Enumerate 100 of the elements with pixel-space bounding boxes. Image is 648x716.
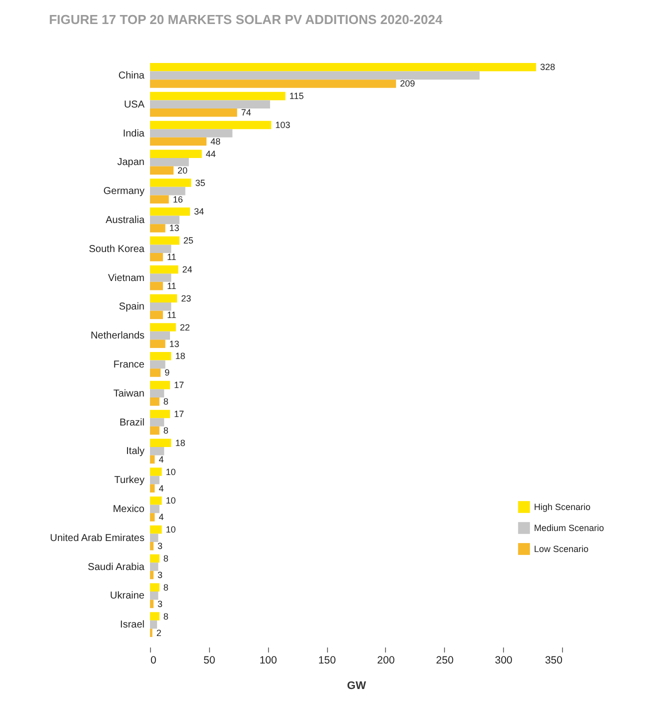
data-label: 35 [195, 178, 206, 188]
bar [150, 455, 155, 464]
data-label: 11 [166, 252, 176, 262]
y-tick-label: France [113, 359, 145, 370]
bar [150, 496, 162, 505]
data-label: 10 [166, 466, 176, 477]
data-label: 23 [181, 293, 192, 304]
bar [150, 397, 160, 406]
chart-title: FIGURE 17 TOP 20 MARKETS SOLAR PV ADDITIONS 2020-2024 [48, 12, 444, 27]
bar [150, 380, 170, 390]
bar [150, 310, 163, 320]
bar [150, 80, 396, 88]
x-tick-label: 350 [544, 654, 563, 666]
bar [150, 331, 170, 340]
bar [150, 484, 155, 492]
x-tick-label: 250 [436, 654, 454, 666]
bar [150, 368, 161, 377]
data-label: 25 [183, 236, 194, 246]
bar [150, 120, 272, 130]
bar [150, 252, 163, 262]
bar [150, 542, 154, 550]
y-tick-label: Ukraine [110, 590, 145, 602]
data-label: 2 [156, 628, 162, 638]
bar [150, 323, 176, 332]
bar [150, 137, 207, 146]
bar [150, 224, 166, 232]
bar [150, 158, 189, 166]
bar [150, 476, 160, 484]
bar [150, 389, 164, 398]
y-tick-label: India [122, 128, 145, 140]
bar [150, 71, 480, 80]
x-tick-label: 100 [259, 654, 278, 666]
data-label: 48 [210, 136, 221, 147]
data-label: 18 [175, 351, 186, 362]
y-tick-label: Vietnam [108, 272, 144, 284]
bar [150, 150, 202, 158]
data-label: 3 [158, 541, 163, 552]
legend-label: Medium Scenario [534, 523, 604, 533]
legend-label: High Scenario [534, 502, 591, 512]
data-label: 8 [163, 611, 168, 622]
data-label: 103 [275, 120, 290, 130]
data-label: 4 [158, 483, 164, 494]
bar [150, 583, 160, 592]
data-label: 20 [178, 165, 188, 176]
bar [150, 525, 162, 534]
data-label: 4 [158, 454, 164, 464]
data-label: 115 [289, 91, 304, 102]
bar [150, 410, 170, 418]
bar [150, 208, 190, 216]
y-tick-label: China [118, 70, 145, 82]
bar [150, 63, 536, 72]
bar [150, 100, 270, 108]
data-label: 16 [172, 194, 183, 204]
bar [150, 216, 180, 224]
x-tick-label: 300 [494, 654, 513, 666]
bar [150, 468, 162, 476]
x-axis-title: GW [347, 680, 367, 692]
data-label: 13 [169, 223, 180, 234]
bar [150, 340, 166, 348]
bar [150, 504, 160, 514]
y-tick-label: Saudi Arabia [88, 562, 145, 573]
bar [150, 418, 164, 426]
bar [150, 600, 154, 608]
bar [150, 166, 174, 175]
bar [150, 178, 192, 187]
bar [150, 92, 286, 100]
y-tick-label: Turkey [114, 475, 144, 486]
data-label: 328 [540, 62, 556, 72]
bar [150, 195, 169, 204]
x-tick-label: 150 [318, 654, 336, 666]
data-label: 18 [175, 438, 186, 448]
data-label: 10 [166, 524, 176, 535]
bar [150, 265, 178, 274]
bar [150, 513, 155, 522]
data-label: 74 [241, 108, 252, 118]
y-tick-label: Japan [117, 157, 144, 168]
data-label: 4 [158, 512, 164, 522]
data-label: 11 [166, 281, 176, 292]
bar [150, 534, 158, 542]
data-label: 24 [182, 264, 192, 274]
data-label: 9 [164, 368, 170, 378]
bar [150, 129, 232, 138]
bar [150, 554, 160, 563]
y-tick-label: Taiwan [113, 388, 144, 400]
y-tick-label: Israel [120, 620, 144, 631]
bar [150, 236, 180, 245]
bar [150, 302, 172, 311]
legend-label: Low Scenario [534, 544, 589, 554]
data-label: 17 [174, 380, 184, 390]
bar [150, 360, 166, 369]
y-tick-label: Netherlands [90, 330, 144, 342]
data-label: 8 [163, 396, 168, 407]
bar [150, 294, 178, 303]
data-label: 34 [194, 206, 204, 217]
data-label: 3 [158, 570, 163, 580]
x-tick-label: 200 [377, 654, 395, 666]
x-tick-label: 50 [204, 654, 216, 666]
data-label: 44 [206, 148, 216, 159]
bar [150, 620, 158, 629]
y-tick-label: Germany [103, 186, 144, 198]
